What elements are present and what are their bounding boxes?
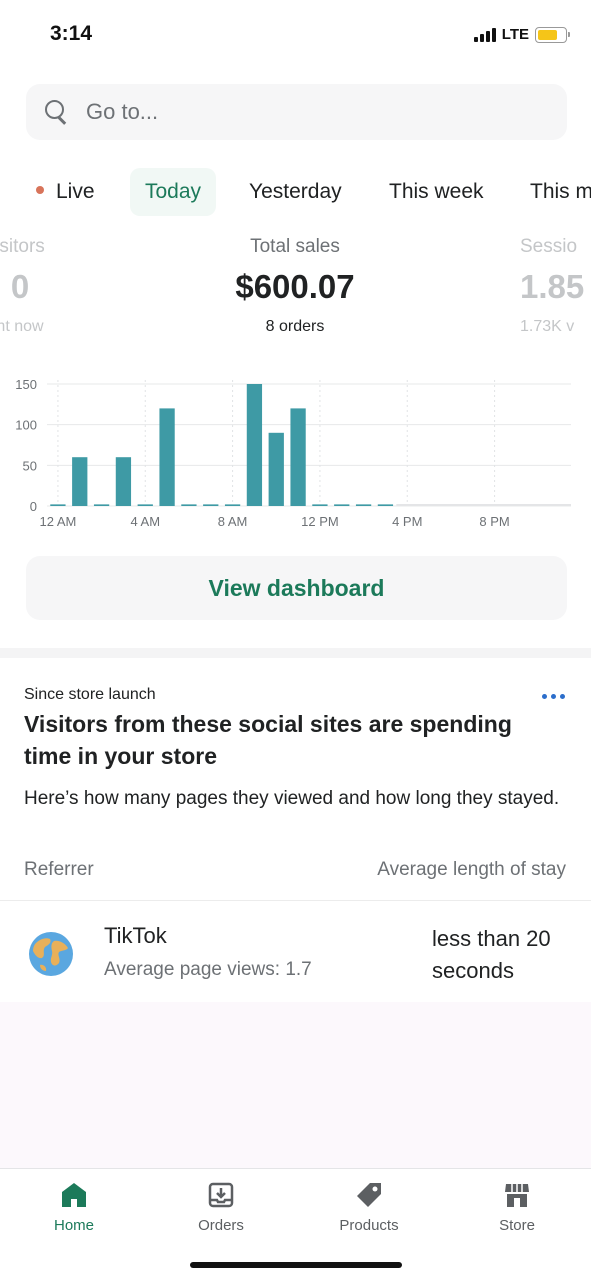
store-icon — [505, 1184, 529, 1207]
nav-label: Products — [339, 1217, 399, 1234]
nav-label: Store — [499, 1217, 535, 1234]
search-icon — [44, 99, 70, 125]
status-time: 3:14 — [50, 22, 93, 45]
chart-bar[interactable] — [312, 504, 328, 506]
metric-sub: ht now — [0, 318, 44, 335]
x-tick-label: 12 PM — [301, 514, 339, 529]
referrer-row[interactable]: TikTok Average page views: 1.7 less than… — [0, 901, 591, 1001]
tag-icon — [357, 1183, 381, 1207]
y-tick-label: 50 — [23, 458, 37, 473]
empty-content-area — [0, 1002, 591, 1168]
tab-label: Yesterday — [249, 180, 342, 203]
column-header-referrer: Referrer — [24, 859, 94, 880]
x-tick-label: 4 PM — [392, 514, 422, 529]
card-description: Here’s how many pages they viewed and ho… — [24, 788, 560, 809]
tab-yesterday[interactable]: Yesterday — [249, 168, 342, 216]
tab-label: This m — [530, 180, 591, 203]
chart-bar[interactable] — [137, 504, 153, 506]
tab-this-month[interactable]: This m — [530, 168, 591, 216]
more-options-icon[interactable] — [542, 694, 565, 699]
chart-bar[interactable] — [50, 504, 66, 506]
nav-products[interactable]: Products — [309, 1181, 429, 1234]
column-header-stay: Average length of stay — [377, 859, 566, 880]
chart-bar[interactable] — [224, 504, 241, 506]
tab-this-week[interactable]: This week — [389, 168, 484, 216]
metric-total-sales[interactable]: Total sales $600.07 8 orders — [175, 236, 415, 336]
chart-bar[interactable] — [181, 504, 197, 506]
chart-bar[interactable] — [115, 457, 132, 506]
y-tick-label: 0 — [30, 499, 37, 514]
status-bar: 3:14 LTE — [0, 0, 591, 70]
referrer-name: TikTok — [104, 923, 167, 948]
metric-visitors[interactable]: isitors 0 ht now — [0, 236, 100, 336]
metric-value: 1.85 — [520, 268, 585, 305]
date-range-tabs: Live Today Yesterday This week This m — [0, 168, 591, 218]
signal-icon — [473, 27, 496, 42]
chart-bar[interactable] — [93, 504, 110, 506]
search-input[interactable] — [86, 99, 486, 125]
sales-chart[interactable]: 0 50 100 150 12 AM 4 AM 8 AM 12 PM 4 PM 8 PM — [0, 370, 591, 540]
nav-store[interactable]: Store — [457, 1181, 577, 1234]
nav-label: Home — [53, 1217, 94, 1234]
referrer-page-views: Average page views: 1.7 — [104, 959, 312, 980]
metric-label: Total sales — [250, 236, 340, 257]
tab-label: Today — [145, 180, 202, 203]
globe-icon — [29, 932, 73, 976]
orders-icon — [208, 1182, 234, 1208]
battery-icon — [535, 26, 570, 43]
tab-label: Live — [56, 180, 95, 203]
tab-label: This week — [389, 180, 484, 203]
search-bar[interactable] — [26, 84, 567, 140]
battery-fill — [538, 29, 558, 40]
y-tick-label: 150 — [15, 377, 37, 392]
row-divider — [0, 900, 591, 901]
metric-sub: 8 orders — [265, 318, 325, 335]
social-insight-card: Since store launch Visitors from these s… — [0, 658, 591, 1002]
metric-label: Sessio — [520, 236, 578, 257]
card-overline: Since store launch — [24, 686, 156, 703]
metric-value: $600.07 — [235, 268, 355, 305]
tab-today[interactable]: Today — [130, 168, 217, 216]
x-tick-label: 4 AM — [130, 514, 160, 529]
chart-bar[interactable] — [268, 432, 284, 506]
live-dot-icon — [36, 186, 44, 195]
view-dashboard-button[interactable]: View dashboard — [26, 556, 567, 620]
metric-value: 0 — [10, 268, 30, 305]
metric-sessions[interactable]: Sessio 1.85 1.73K v — [520, 236, 591, 336]
chart-bar[interactable] — [355, 504, 372, 506]
chart-bar[interactable] — [290, 408, 306, 506]
chart-bar[interactable] — [159, 408, 175, 506]
chart-bar[interactable] — [246, 384, 263, 506]
status-indicators: LTE — [473, 26, 570, 43]
tab-live[interactable]: Live — [36, 168, 95, 216]
x-tick-label: 8 PM — [479, 514, 509, 529]
metric-sub: 1.73K v — [520, 318, 575, 335]
home-indicator — [190, 1262, 402, 1268]
x-tick-label: 8 AM — [218, 514, 248, 529]
card-title: Visitors from these social sites are spe… — [24, 711, 512, 769]
nav-label: Orders — [198, 1217, 244, 1234]
network-label: LTE — [501, 26, 529, 43]
home-icon — [62, 1183, 86, 1207]
nav-orders[interactable]: Orders — [161, 1181, 281, 1234]
chart-bar[interactable] — [72, 457, 88, 506]
bottom-nav: Home Orders Products Store — [0, 1168, 591, 1280]
metrics-carousel[interactable]: isitors 0 ht now Total sales $600.07 8 o… — [0, 236, 591, 346]
metric-label: isitors — [0, 236, 45, 257]
chart-bar[interactable] — [377, 504, 394, 506]
section-divider — [0, 648, 591, 658]
x-tick-label: 12 AM — [39, 514, 76, 529]
y-tick-label: 100 — [15, 418, 37, 433]
chart-bar[interactable] — [334, 504, 350, 506]
nav-home[interactable]: Home — [14, 1181, 134, 1234]
referrer-length-of-stay: less than 20 seconds — [432, 926, 551, 983]
chart-bar[interactable] — [203, 504, 219, 506]
